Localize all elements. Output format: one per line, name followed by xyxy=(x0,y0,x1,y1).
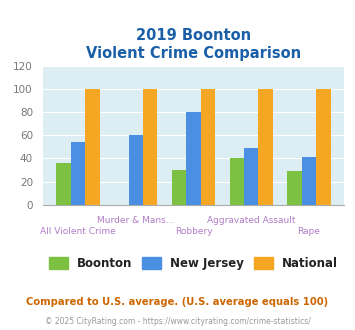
Bar xyxy=(287,171,302,205)
Legend: Boonton, New Jersey, National: Boonton, New Jersey, National xyxy=(44,252,343,275)
Bar xyxy=(172,170,186,205)
Text: All Violent Crime: All Violent Crime xyxy=(40,227,116,236)
Bar xyxy=(244,148,258,205)
Bar xyxy=(201,89,215,205)
Bar xyxy=(143,89,157,205)
Text: Aggravated Assault: Aggravated Assault xyxy=(207,216,295,225)
Bar xyxy=(71,142,85,205)
Text: Rape: Rape xyxy=(297,227,321,236)
Bar xyxy=(230,158,244,205)
Text: © 2025 CityRating.com - https://www.cityrating.com/crime-statistics/: © 2025 CityRating.com - https://www.city… xyxy=(45,317,310,326)
Text: Robbery: Robbery xyxy=(175,227,212,236)
Bar xyxy=(56,163,71,205)
Bar xyxy=(186,112,201,205)
Bar xyxy=(258,89,273,205)
Bar xyxy=(302,157,316,205)
Bar xyxy=(316,89,331,205)
Text: Murder & Mans...: Murder & Mans... xyxy=(97,216,174,225)
Bar xyxy=(129,135,143,205)
Text: Compared to U.S. average. (U.S. average equals 100): Compared to U.S. average. (U.S. average … xyxy=(26,297,329,307)
Bar xyxy=(85,89,100,205)
Title: 2019 Boonton
Violent Crime Comparison: 2019 Boonton Violent Crime Comparison xyxy=(86,28,301,61)
